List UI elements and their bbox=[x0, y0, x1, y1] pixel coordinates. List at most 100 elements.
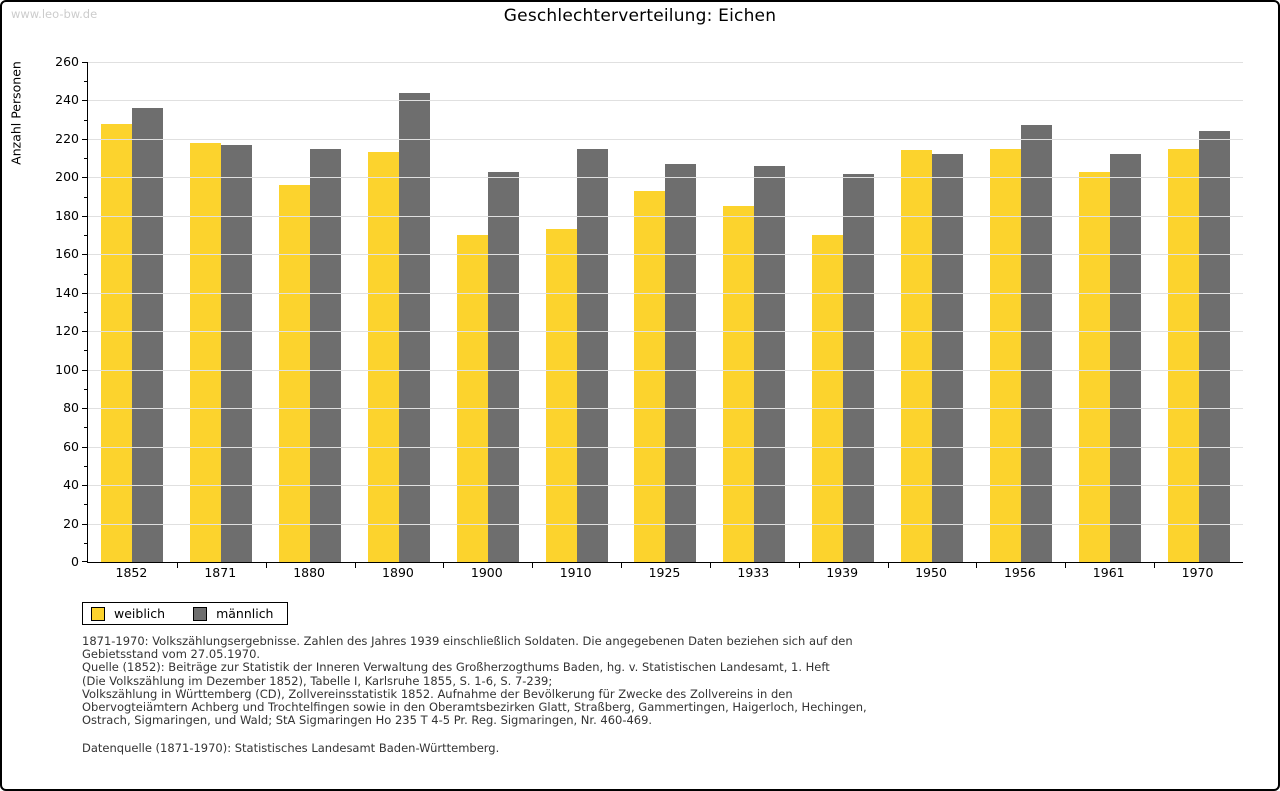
bar-männlich-1961 bbox=[1109, 154, 1141, 562]
bar-weiblich-1900 bbox=[456, 235, 488, 562]
y-tick-220 bbox=[82, 138, 87, 140]
x-tick-label-1852: 1852 bbox=[115, 565, 148, 580]
legend: weiblich männlich bbox=[82, 602, 289, 625]
gridline-y-80 bbox=[88, 408, 1243, 410]
bar-group-1933 bbox=[710, 62, 799, 562]
bar-group-1961 bbox=[1065, 62, 1154, 562]
bar-weiblich-1880 bbox=[279, 185, 311, 562]
legend-item-männlich: männlich bbox=[193, 606, 273, 621]
x-tick-3 bbox=[354, 563, 356, 568]
bar-männlich-1925 bbox=[665, 164, 697, 562]
legend-swatch-weiblich bbox=[91, 606, 105, 621]
y-tick-70 bbox=[84, 427, 87, 429]
y-tick-label-160: 160 bbox=[55, 246, 79, 262]
y-tick-label-40: 40 bbox=[63, 477, 79, 493]
y-tick-130 bbox=[84, 312, 87, 313]
y-tick-label-100: 100 bbox=[55, 361, 79, 377]
bar-weiblich-1961 bbox=[1078, 172, 1110, 562]
x-tick-label-1925: 1925 bbox=[648, 565, 681, 580]
gridline-y-240 bbox=[88, 100, 1243, 102]
x-tick-9 bbox=[887, 563, 889, 568]
gridline-y-180 bbox=[88, 215, 1243, 217]
x-tick-8 bbox=[798, 563, 800, 568]
bar-männlich-1900 bbox=[487, 172, 519, 562]
y-tick-90 bbox=[84, 388, 87, 390]
bar-männlich-1852 bbox=[132, 108, 164, 562]
y-tick-250 bbox=[84, 81, 87, 83]
x-tick-label-1950: 1950 bbox=[915, 565, 947, 580]
y-tick-50 bbox=[84, 465, 87, 467]
gridline-y-20 bbox=[88, 523, 1243, 525]
bar-weiblich-1852 bbox=[101, 124, 133, 562]
bar-männlich-1910 bbox=[576, 149, 608, 562]
x-tick-label-1871: 1871 bbox=[204, 565, 237, 580]
y-tick-140 bbox=[82, 292, 87, 294]
gridline-y-100 bbox=[88, 369, 1243, 371]
y-tick-120 bbox=[82, 331, 87, 333]
y-tick-40 bbox=[82, 485, 87, 487]
y-tick-80 bbox=[82, 408, 87, 410]
bar-series-container bbox=[88, 62, 1243, 562]
x-tick-label-1910: 1910 bbox=[559, 565, 592, 580]
bar-weiblich-1950 bbox=[901, 150, 933, 562]
x-tick-label-1880: 1880 bbox=[293, 565, 326, 580]
y-tick-label-220: 220 bbox=[55, 130, 79, 146]
x-tick-2 bbox=[265, 563, 267, 568]
y-tick-160 bbox=[82, 254, 87, 256]
y-tick-190 bbox=[84, 196, 87, 198]
y-tick-label-20: 20 bbox=[63, 515, 79, 531]
bar-männlich-1871 bbox=[221, 145, 253, 562]
x-tick-4 bbox=[443, 563, 445, 568]
bar-weiblich-1956 bbox=[989, 149, 1021, 562]
x-tick-label-1956: 1956 bbox=[1003, 565, 1036, 580]
legend-swatch-männlich bbox=[193, 606, 208, 621]
y-tick-20 bbox=[82, 523, 87, 525]
y-axis-tick-labels: 0 20 40 60 80 100 120 140 160 180 200 220 240 260 bbox=[2, 54, 79, 569]
gridline-y-200 bbox=[88, 177, 1243, 179]
bar-group-1970 bbox=[1154, 62, 1243, 562]
data-source-line: Datenquelle (1871-1970): Statistisches L… bbox=[82, 741, 500, 755]
y-tick-260 bbox=[82, 62, 87, 63]
bar-group-1956 bbox=[976, 62, 1065, 562]
gridline-y-40 bbox=[88, 485, 1243, 487]
y-tick-230 bbox=[84, 119, 87, 121]
chart-title: Geschlechterverteilung: Eichen bbox=[503, 6, 777, 26]
watermark: www.leo-bw.de bbox=[11, 7, 98, 21]
bar-weiblich-1939 bbox=[812, 235, 844, 562]
x-tick-5 bbox=[532, 563, 534, 568]
x-tick-7 bbox=[709, 563, 711, 568]
y-tick-label-60: 60 bbox=[63, 438, 79, 454]
bar-group-1925 bbox=[621, 62, 710, 562]
bar-männlich-1970 bbox=[1198, 131, 1230, 562]
y-tick-240 bbox=[82, 100, 87, 102]
y-tick-150 bbox=[84, 273, 87, 275]
x-tick-label-1961: 1961 bbox=[1092, 565, 1125, 580]
bar-weiblich-1910 bbox=[545, 229, 577, 562]
bar-männlich-1950 bbox=[932, 154, 964, 562]
bar-group-1900 bbox=[443, 62, 532, 562]
gridline-y-160 bbox=[88, 254, 1243, 256]
y-tick-10 bbox=[84, 542, 87, 544]
y-tick-30 bbox=[84, 504, 87, 506]
gridline-y-260 bbox=[88, 62, 1243, 63]
gridline-y-140 bbox=[88, 292, 1243, 294]
y-tick-60 bbox=[82, 446, 87, 448]
y-tick-label-260: 260 bbox=[55, 54, 79, 69]
bar-männlich-1933 bbox=[754, 166, 786, 562]
bar-weiblich-1890 bbox=[367, 152, 399, 562]
y-tick-label-180: 180 bbox=[55, 207, 79, 223]
bar-männlich-1880 bbox=[310, 149, 342, 562]
x-tick-label-1933: 1933 bbox=[737, 565, 770, 580]
y-tick-0 bbox=[82, 561, 87, 562]
gridline-y-220 bbox=[88, 138, 1243, 140]
y-tick-label-0: 0 bbox=[71, 554, 79, 569]
x-tick-11 bbox=[1065, 563, 1067, 568]
x-tick-12 bbox=[1154, 563, 1156, 568]
bar-weiblich-1970 bbox=[1167, 149, 1199, 562]
y-tick-170 bbox=[84, 235, 87, 237]
x-tick-10 bbox=[976, 563, 978, 568]
bar-group-1939 bbox=[799, 62, 888, 562]
gridline-y-120 bbox=[88, 331, 1243, 333]
legend-label-männlich: männlich bbox=[216, 606, 274, 621]
